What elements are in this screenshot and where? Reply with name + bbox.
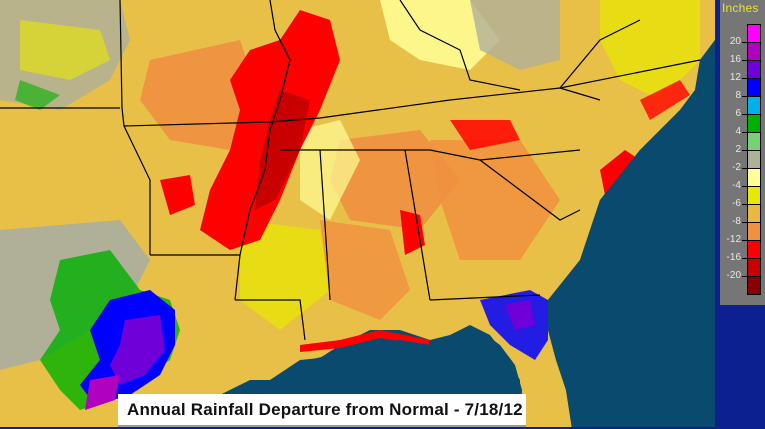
- legend-tick: [742, 222, 748, 223]
- legend-bin: [747, 150, 761, 169]
- legend-bin: [747, 204, 761, 223]
- legend-tick: [742, 258, 748, 259]
- legend-bin: [747, 60, 761, 79]
- legend-tick: [742, 60, 748, 61]
- map-raster: [0, 0, 715, 429]
- legend-tick-label: 2: [735, 144, 741, 155]
- legend-tick-label: 16: [729, 54, 741, 65]
- legend-tick: [742, 204, 748, 205]
- legend-bin: [747, 258, 761, 277]
- legend-tick-label: 20: [729, 36, 741, 47]
- map-title: Annual Rainfall Departure from Normal - …: [127, 400, 523, 419]
- legend-tick: [742, 114, 748, 115]
- legend-tick-label: 6: [735, 108, 741, 119]
- map-title-box: Annual Rainfall Departure from Normal - …: [118, 394, 526, 427]
- legend-tick: [742, 42, 748, 43]
- legend-bin: [747, 42, 761, 61]
- legend-tick-label: -2: [732, 162, 741, 173]
- legend-bin: [747, 222, 761, 241]
- legend-bin: [747, 276, 761, 295]
- legend-bin: [747, 114, 761, 133]
- legend-bin: [747, 240, 761, 259]
- legend-tick-label: -4: [732, 180, 741, 191]
- legend-tick: [742, 186, 748, 187]
- map-bottom-border: [0, 427, 715, 429]
- legend-title: Inches: [722, 1, 759, 15]
- legend-tick: [742, 132, 748, 133]
- legend-tick-label: -12: [726, 234, 741, 245]
- legend-bin: [747, 186, 761, 205]
- legend-bin: [747, 132, 761, 151]
- legend-bin: [747, 24, 761, 43]
- legend-bin: [747, 168, 761, 187]
- legend-tick-label: 12: [729, 72, 741, 83]
- legend-tick-label: -6: [732, 198, 741, 209]
- legend-tick-label: -8: [732, 216, 741, 227]
- rainfall-map: [0, 0, 715, 429]
- legend-tick-label: 4: [735, 126, 741, 137]
- legend-bin: [747, 78, 761, 97]
- legend-tick-label: -20: [726, 270, 741, 281]
- legend-bin: [747, 96, 761, 115]
- legend-tick-label: 8: [735, 90, 741, 101]
- legend-tick: [742, 78, 748, 79]
- legend-tick: [742, 240, 748, 241]
- legend-tick: [742, 276, 748, 277]
- legend-tick: [742, 96, 748, 97]
- legend-tick-label: -16: [726, 252, 741, 263]
- legend-tick: [742, 150, 748, 151]
- legend-tick: [742, 168, 748, 169]
